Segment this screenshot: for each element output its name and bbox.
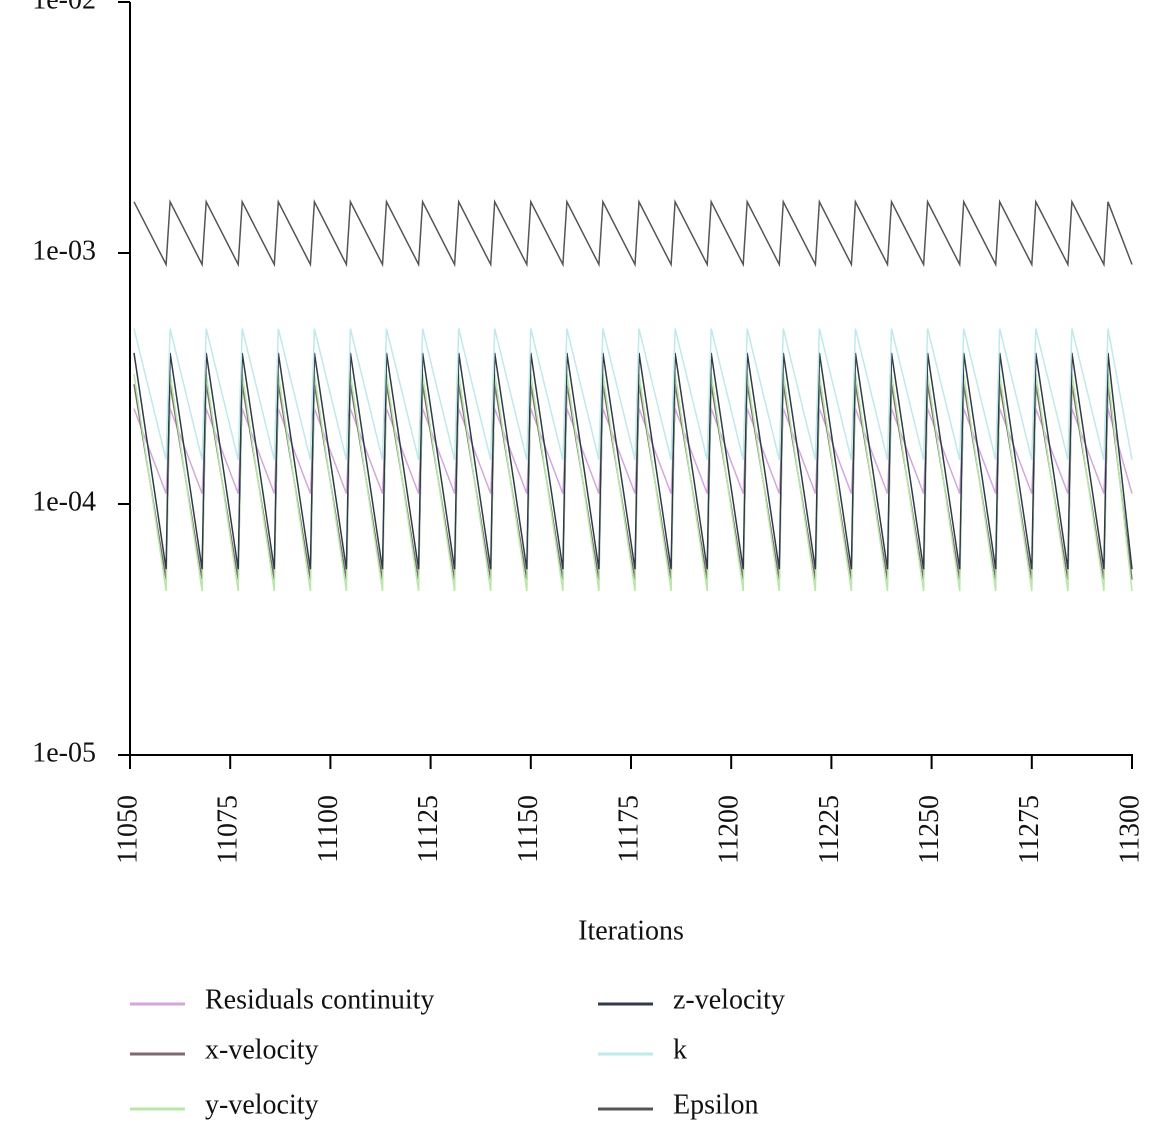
x-tick-label: 11100 — [313, 795, 344, 863]
series-line — [133, 328, 1133, 460]
y-tick-label: 1e-04 — [32, 486, 96, 517]
legend-label: Epsilon — [673, 1089, 759, 1120]
x-tick-label: 11175 — [613, 795, 644, 863]
x-tick-label: 11300 — [1114, 795, 1145, 864]
x-tick-label: 11125 — [413, 795, 444, 863]
series-line — [133, 352, 1133, 570]
legend-label: Residuals continuity — [205, 984, 434, 1015]
legend-label: z-velocity — [673, 984, 785, 1015]
y-tick-label: 1e-03 — [32, 235, 96, 266]
x-tick-label: 11200 — [714, 795, 745, 864]
x-tick-label: 11225 — [814, 795, 845, 864]
series-line — [133, 199, 1133, 268]
x-tick-label: 11050 — [112, 795, 143, 864]
legend-label: k — [673, 1034, 687, 1065]
y-tick-label: 1e-02 — [32, 0, 96, 15]
x-tick-label: 11275 — [1014, 795, 1045, 864]
x-tick-label: 11250 — [914, 795, 945, 864]
x-axis-label: Iterations — [578, 915, 684, 946]
x-tick-label: 11150 — [513, 795, 544, 863]
legend-label: x-velocity — [205, 1034, 319, 1065]
legend-label: y-velocity — [205, 1089, 319, 1120]
y-tick-label: 1e-05 — [32, 737, 96, 768]
x-tick-label: 11075 — [213, 795, 244, 864]
